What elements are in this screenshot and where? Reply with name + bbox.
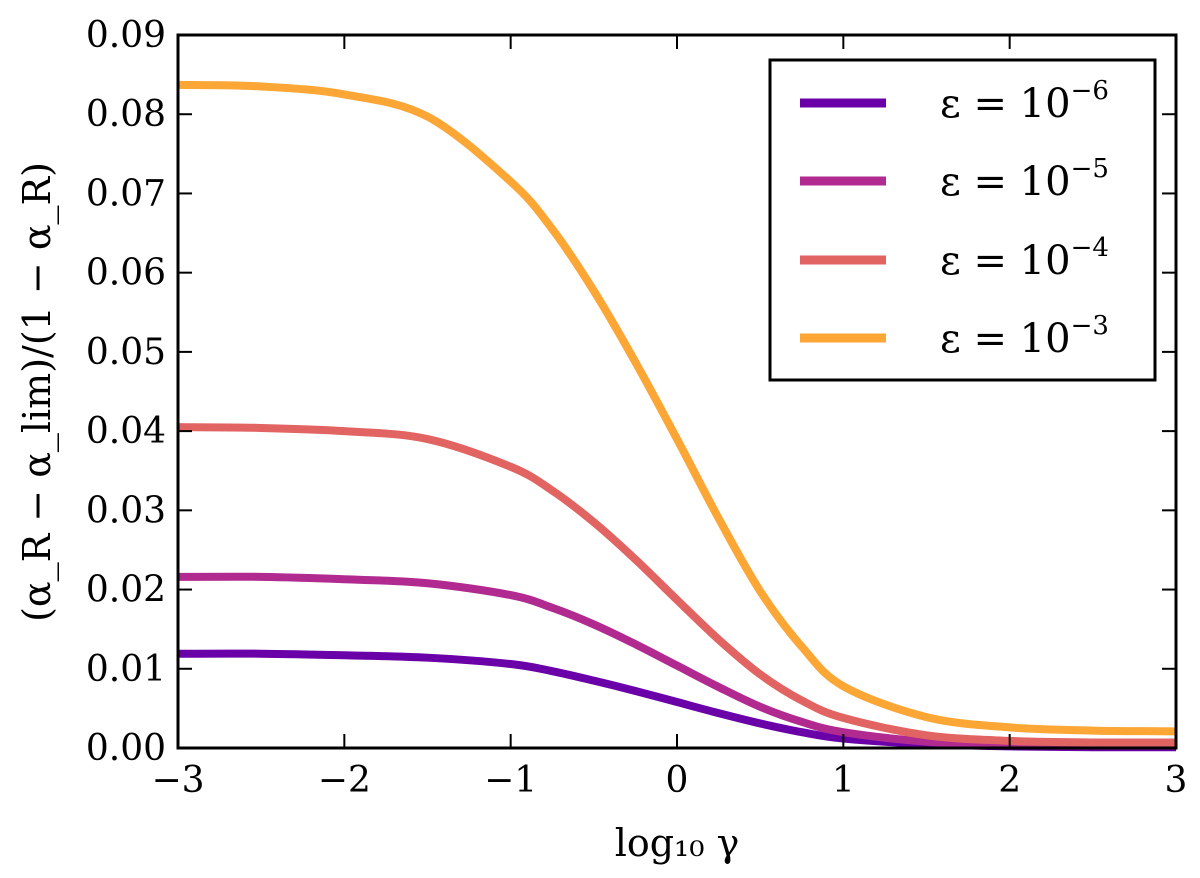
y-tick-label: 0.04 — [86, 411, 166, 452]
legend: ε = 10−6 ε = 10−5 ε = 10−4 ε = 10−3 — [768, 58, 1157, 382]
y-tick-label: 0.05 — [86, 332, 166, 373]
y-tick-label: 0.08 — [86, 94, 166, 135]
x-axis-label: log₁₀ γ — [615, 821, 740, 865]
y-tick-label: 0.09 — [86, 15, 166, 56]
x-tick-label: −3 — [151, 760, 204, 801]
legend-label-4: ε = 10−3 — [940, 311, 1109, 362]
y-tick-label: 0.03 — [86, 490, 166, 531]
ticks-layer — [177, 34, 1177, 749]
x-tick-label: −1 — [484, 760, 537, 801]
y-tick-label: 0.02 — [86, 570, 166, 611]
x-tick-label: −2 — [318, 760, 371, 801]
series-line-3 — [177, 423, 1177, 747]
series-layer — [177, 80, 1177, 752]
x-tick-label: 0 — [666, 760, 689, 801]
legend-label-1: ε = 10−6 — [940, 76, 1109, 127]
y-tick-label: 0.00 — [86, 728, 166, 769]
x-tick-label: 2 — [998, 760, 1021, 801]
y-tick-label: 0.07 — [86, 173, 166, 214]
legend-label-3: ε = 10−4 — [940, 233, 1109, 284]
y-tick-label: 0.01 — [86, 649, 166, 690]
x-tick-label: 1 — [832, 760, 855, 801]
y-axis-label: (α_R − α_lim)/(1 − α_R) — [15, 162, 60, 622]
tick-labels-layer: −3 −2 −1 0 1 2 3 0.00 0.01 0.02 0.03 0.04 0.05 0.06 0.… — [86, 15, 1188, 801]
series-line-4 — [177, 80, 1177, 736]
series-line-2 — [177, 572, 1177, 750]
legend-box — [768, 58, 1157, 382]
y-tick-label: 0.06 — [86, 253, 166, 294]
x-tick-label: 3 — [1165, 760, 1188, 801]
legend-label-2: ε = 10−5 — [940, 154, 1109, 205]
